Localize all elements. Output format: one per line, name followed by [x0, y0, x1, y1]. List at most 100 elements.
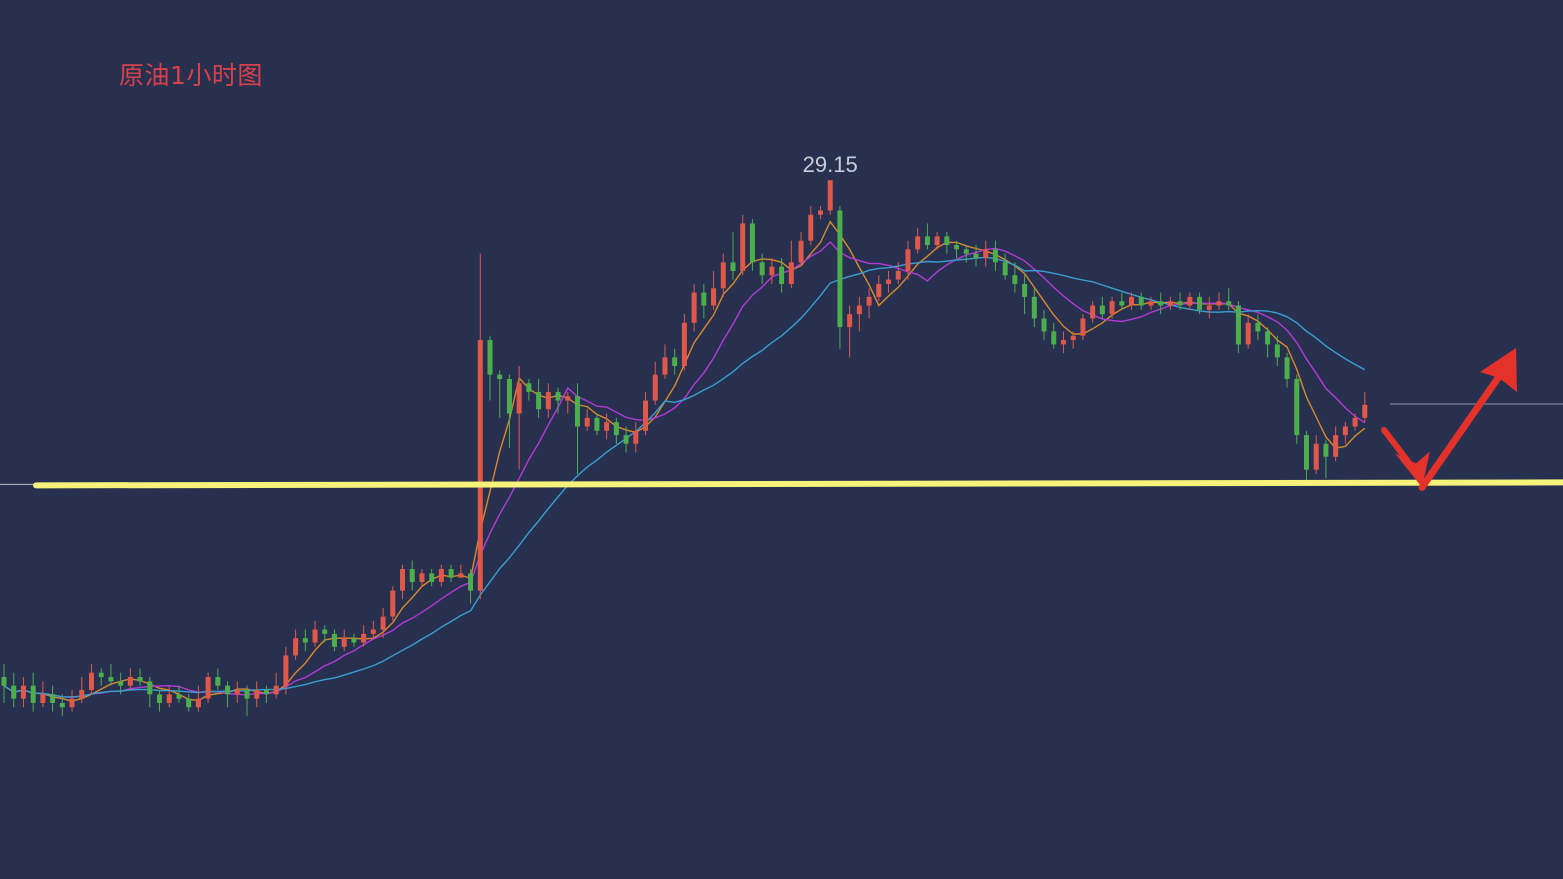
candle — [429, 569, 435, 587]
candle-body — [254, 690, 260, 699]
candle-body — [1090, 305, 1096, 319]
candle — [30, 672, 36, 712]
candle — [827, 180, 833, 215]
candle-body — [643, 400, 649, 431]
candle — [1352, 413, 1358, 431]
candle-body — [1352, 417, 1358, 427]
candle — [526, 378, 532, 401]
candle — [254, 681, 260, 708]
candle — [1294, 374, 1300, 444]
candle-body — [856, 305, 862, 315]
candle — [283, 646, 289, 695]
candle — [1090, 301, 1096, 323]
candle-body — [1177, 301, 1183, 306]
candle-body — [1323, 443, 1329, 457]
candle-body — [555, 391, 561, 401]
candle-body — [50, 694, 56, 703]
candle-body — [526, 383, 532, 392]
candle — [1138, 292, 1144, 310]
candle-body — [1303, 435, 1309, 470]
candle-body — [973, 253, 979, 258]
candle — [1284, 353, 1290, 388]
candle-body — [788, 262, 794, 284]
candle — [477, 253, 483, 600]
candle-body — [992, 249, 998, 263]
candle-body — [730, 262, 736, 271]
candle — [1245, 314, 1251, 349]
candle — [915, 227, 921, 254]
candle-body — [273, 685, 279, 695]
candle — [1197, 292, 1203, 315]
candle — [409, 560, 415, 591]
candle-body — [409, 569, 415, 582]
candle — [370, 620, 376, 639]
candle — [147, 677, 153, 708]
candle-body — [147, 681, 153, 695]
candle-body — [827, 180, 833, 211]
candle — [1323, 439, 1329, 479]
candle-body — [545, 391, 551, 410]
chart-title: 原油1小时图 — [119, 61, 263, 90]
candle — [905, 240, 911, 280]
candle-body — [633, 430, 639, 444]
candle-body — [711, 288, 717, 306]
up-arrow-head-icon — [1480, 348, 1517, 392]
candle — [1119, 292, 1125, 310]
candle — [1235, 301, 1241, 354]
candle — [1031, 288, 1037, 328]
candle-body — [1012, 275, 1018, 284]
candle-body — [1041, 318, 1047, 332]
candle-body — [30, 685, 36, 703]
candle-body — [1022, 283, 1028, 297]
candle-body — [1313, 443, 1319, 470]
candle-body — [1109, 301, 1115, 315]
candle — [1206, 296, 1212, 319]
candle-body — [361, 633, 367, 643]
candle — [672, 348, 678, 375]
candle — [127, 668, 133, 690]
candle-body — [866, 296, 872, 306]
candle — [817, 206, 823, 220]
candle — [1022, 275, 1028, 315]
candle — [759, 253, 765, 284]
candle-body — [915, 236, 921, 250]
candle-body — [11, 685, 17, 699]
candle-body — [1148, 301, 1154, 306]
candle — [468, 569, 474, 604]
candle-body — [604, 422, 610, 431]
candle-body — [477, 340, 483, 591]
candle — [1060, 331, 1066, 354]
candle-body — [613, 422, 619, 436]
candle-body — [506, 378, 512, 414]
candle — [1274, 335, 1280, 366]
candle-body — [1070, 335, 1076, 341]
candle — [419, 569, 425, 587]
candle-body — [594, 417, 600, 431]
candle — [584, 409, 590, 431]
candle-body — [1080, 318, 1086, 336]
candle-body — [1197, 296, 1203, 310]
candle-body — [1362, 404, 1368, 418]
candle — [186, 694, 192, 712]
candle — [720, 253, 726, 297]
candle — [1216, 292, 1222, 310]
candle-body — [244, 690, 250, 699]
candle-body — [108, 677, 114, 682]
candle-body — [448, 569, 454, 578]
candle — [740, 214, 746, 276]
candle-body — [1294, 378, 1300, 436]
candle — [1002, 253, 1008, 280]
candle-body — [1245, 322, 1251, 345]
candle — [992, 240, 998, 271]
candle-body — [1060, 340, 1066, 345]
candle — [1129, 292, 1135, 310]
candle-body — [720, 262, 726, 289]
candle — [779, 258, 785, 293]
candle-body — [1167, 301, 1173, 306]
candle-body — [370, 629, 376, 634]
candle — [681, 314, 687, 371]
candle-body — [944, 236, 950, 246]
candle — [856, 296, 862, 332]
candle-body — [468, 573, 474, 591]
candle — [633, 422, 639, 453]
